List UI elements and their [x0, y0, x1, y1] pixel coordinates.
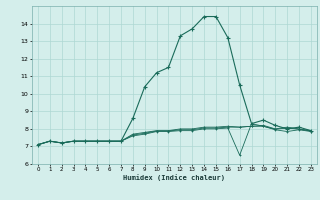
X-axis label: Humidex (Indice chaleur): Humidex (Indice chaleur) — [124, 174, 225, 181]
